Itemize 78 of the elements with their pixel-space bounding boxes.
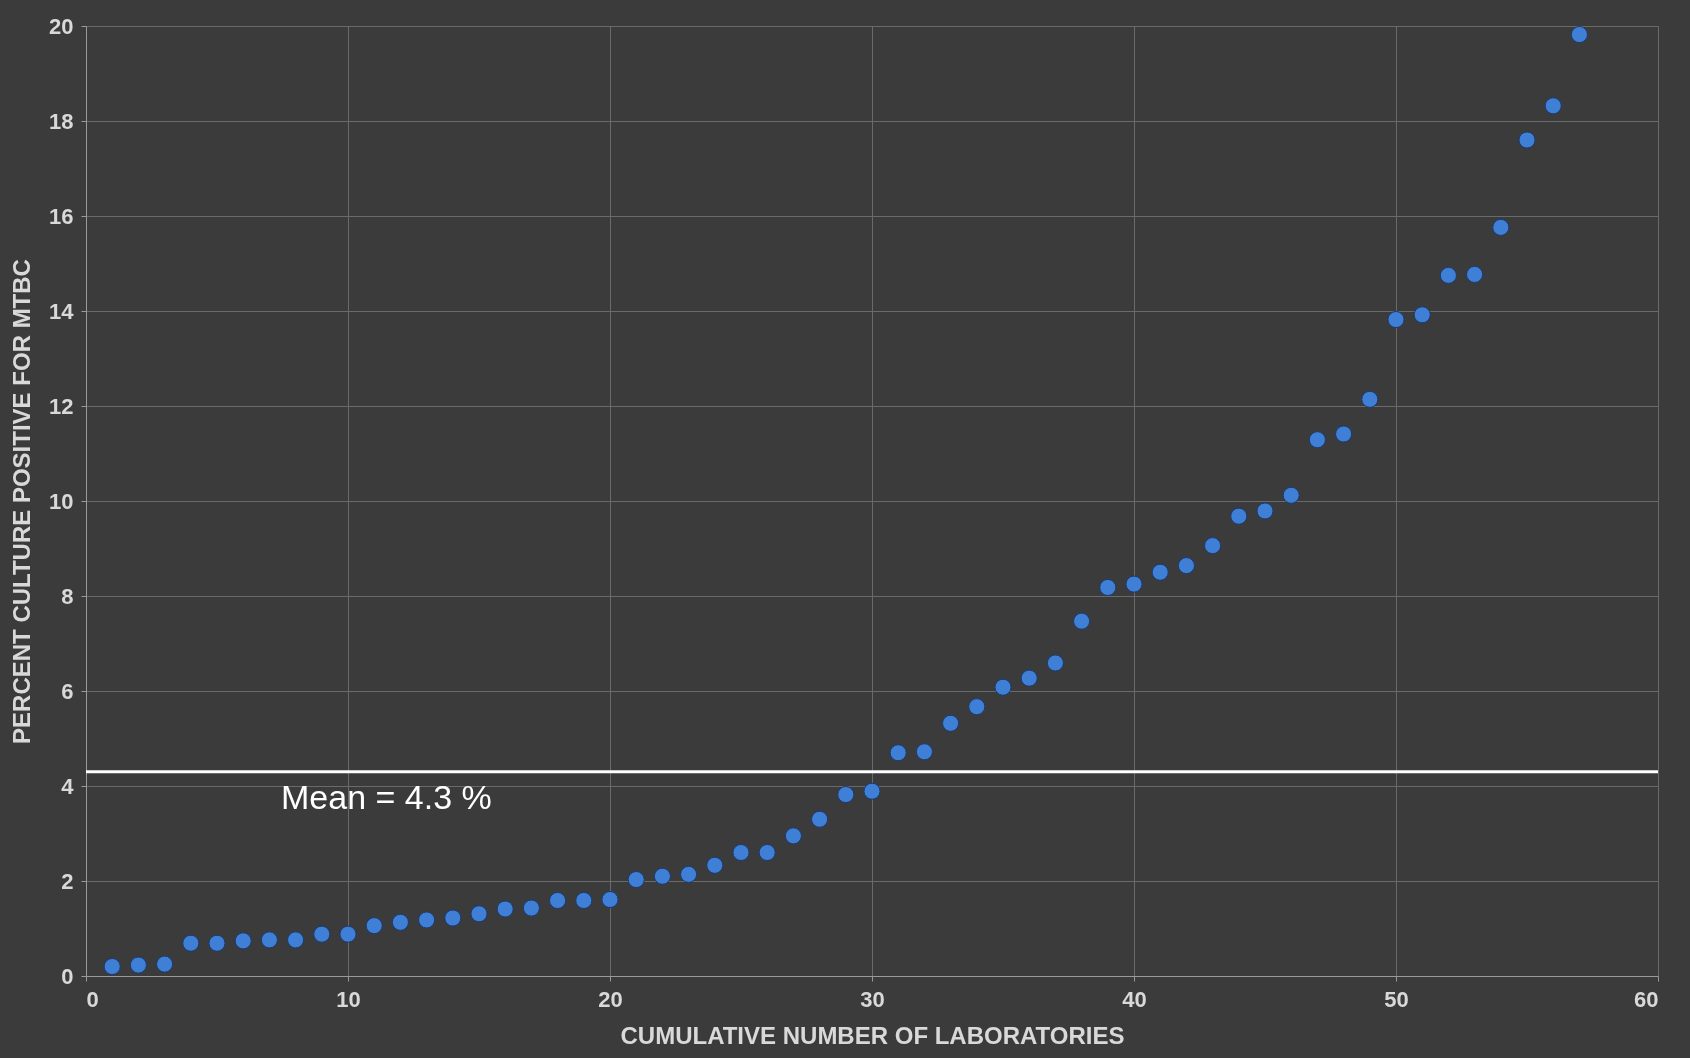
y-tick-label: 2 [61, 868, 74, 894]
point [889, 744, 907, 762]
point [103, 957, 121, 976]
point [287, 931, 305, 949]
x-tick-label: 10 [336, 986, 361, 1012]
point [391, 913, 409, 931]
point [522, 899, 540, 917]
point [653, 867, 671, 885]
ref-line-label: Mean = 4.3 % [281, 777, 492, 816]
y-tick-label: 14 [49, 298, 75, 324]
point [260, 931, 278, 949]
x-tick-label: 40 [1122, 986, 1147, 1012]
point [129, 956, 147, 974]
point [706, 856, 724, 874]
point [837, 786, 855, 804]
x-axis-title: CUMULATIVE NUMBER OF LABORATORIES [620, 1021, 1125, 1049]
x-tick-label: 20 [598, 986, 623, 1012]
y-tick-label: 16 [49, 203, 74, 229]
point [1466, 265, 1484, 283]
point [1256, 502, 1274, 520]
point [1125, 575, 1143, 593]
point [1335, 425, 1353, 443]
point [863, 782, 881, 800]
point [1046, 654, 1064, 672]
point [1230, 507, 1248, 525]
y-tick-label: 10 [49, 488, 74, 514]
point [1439, 266, 1457, 284]
point [915, 743, 933, 761]
point [1282, 486, 1300, 504]
y-tick-label: 0 [61, 963, 74, 989]
point [1308, 431, 1326, 449]
point [156, 955, 174, 973]
point [470, 905, 488, 923]
point [680, 865, 698, 883]
point [234, 932, 252, 950]
point [1204, 537, 1222, 555]
y-tick-label: 8 [61, 583, 74, 609]
point [1544, 97, 1562, 115]
point [182, 934, 200, 952]
point [732, 843, 750, 862]
point [1151, 563, 1169, 581]
point [418, 911, 436, 929]
y-tick-label: 12 [49, 393, 74, 419]
y-tick-label: 4 [61, 773, 75, 799]
y-tick-label: 18 [49, 108, 74, 134]
point [1073, 612, 1091, 630]
point [1099, 578, 1117, 596]
point [811, 810, 829, 828]
point [968, 698, 986, 716]
y-tick-label: 6 [61, 678, 74, 704]
point [1413, 306, 1431, 324]
x-tick-label: 30 [860, 986, 885, 1012]
point [313, 925, 331, 943]
point [339, 925, 357, 943]
x-tick-label: 60 [1634, 986, 1659, 1012]
point [601, 890, 619, 909]
point [1492, 218, 1510, 236]
point [208, 934, 226, 952]
point [1020, 669, 1038, 687]
x-tick-label: 0 [86, 986, 99, 1012]
point [942, 714, 960, 732]
point [1177, 557, 1195, 575]
point [549, 891, 567, 910]
point [444, 909, 462, 927]
x-tick-label: 50 [1384, 986, 1409, 1012]
y-tick-label: 20 [49, 13, 74, 39]
y-axis-title: PERCENT CULTURE POSITIVE FOR MTBC [8, 259, 36, 744]
point [627, 871, 645, 889]
point [994, 678, 1012, 696]
point [1518, 131, 1536, 149]
point [575, 891, 593, 910]
point [784, 827, 802, 845]
point [496, 900, 514, 918]
point [758, 843, 776, 862]
point [1361, 390, 1379, 408]
point [365, 917, 383, 935]
point [1387, 311, 1405, 329]
point [1570, 26, 1588, 44]
